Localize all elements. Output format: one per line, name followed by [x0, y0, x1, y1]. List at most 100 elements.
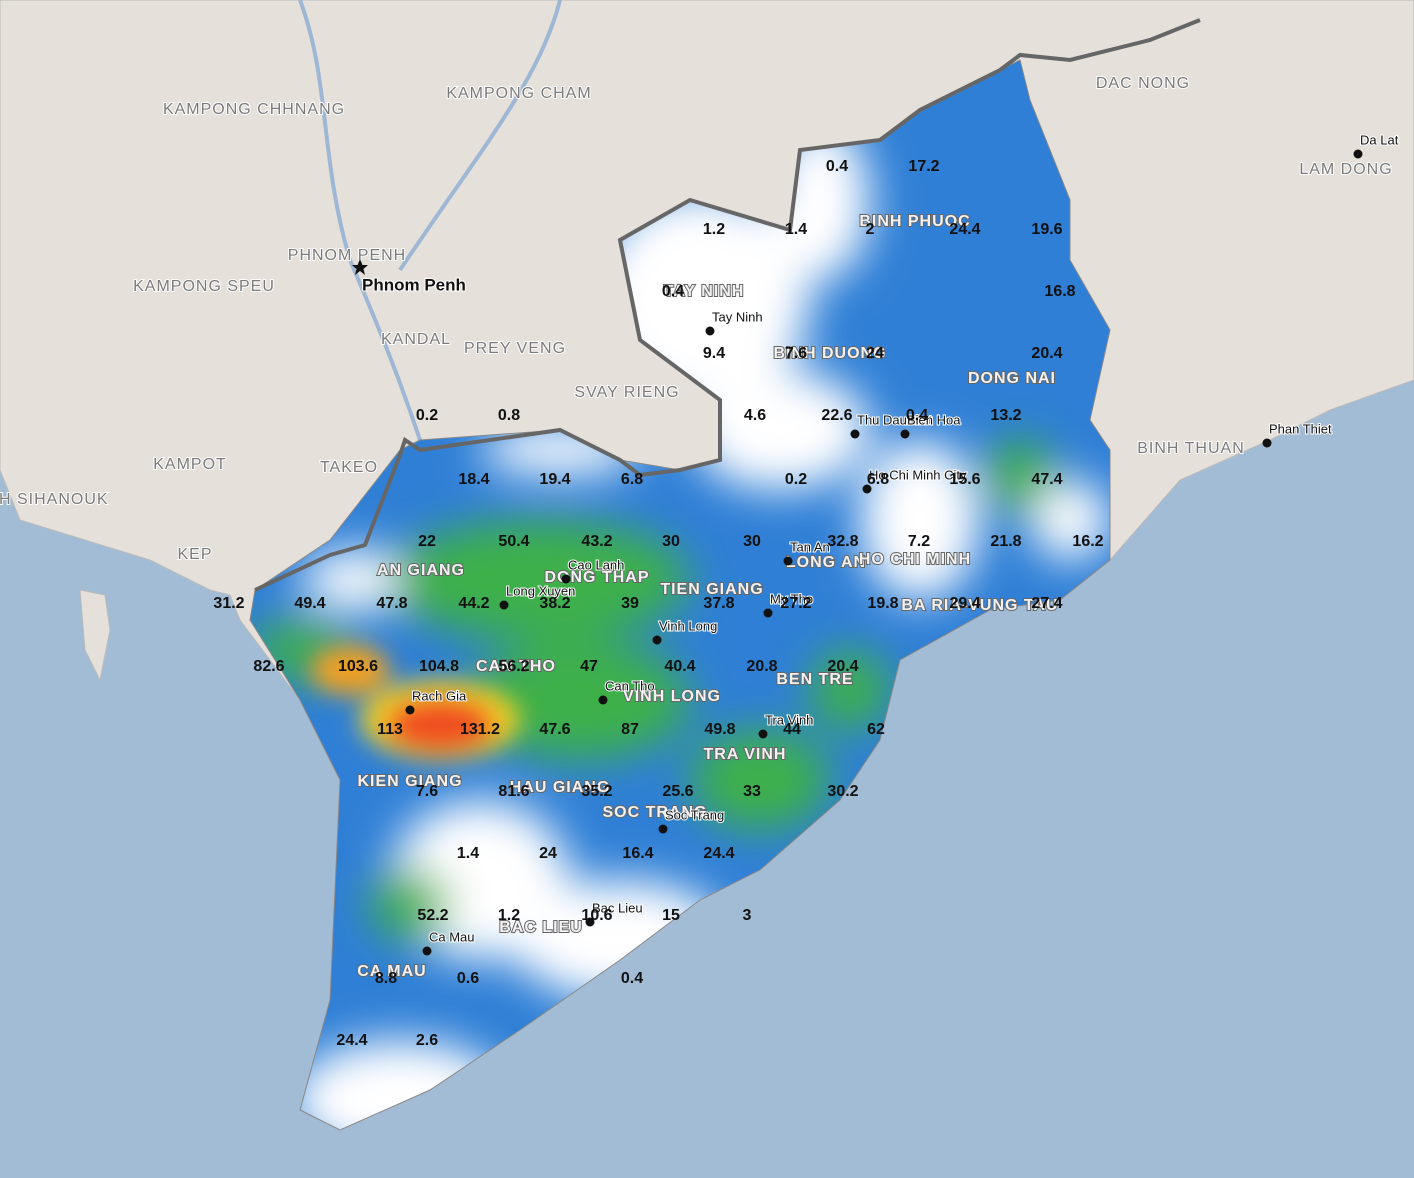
city-label: My Tho — [770, 591, 813, 606]
rainfall-value: 49.8 — [704, 721, 735, 738]
region-label: HAU GIANG — [510, 779, 611, 796]
city-label: Soc Trang — [665, 807, 724, 822]
rainfall-value: 52.2 — [417, 907, 448, 924]
region-label: KEP — [177, 546, 212, 563]
city-marker — [585, 917, 595, 927]
city-label: Tra Vinh — [765, 712, 813, 727]
rainfall-value: 6.8 — [621, 471, 643, 488]
city-marker — [499, 600, 509, 610]
city-marker — [652, 635, 662, 645]
rainfall-value: 24 — [539, 845, 557, 862]
city-marker — [763, 608, 773, 618]
rainfall-value: 30 — [743, 533, 761, 550]
rainfall-value: 19.4 — [539, 471, 570, 488]
rainfall-value: 7.6 — [785, 345, 807, 362]
rainfall-value: 0.6 — [457, 970, 479, 987]
rainfall-value: 17.2 — [908, 158, 939, 175]
city-label: Cao Lanh — [568, 557, 624, 572]
rainfall-value: 104.8 — [419, 658, 459, 675]
region-label: BA RIA-VUNG TAU — [901, 597, 1058, 614]
rainfall-value: 7.6 — [416, 783, 438, 800]
rainfall-value: 113 — [377, 721, 403, 738]
region-label: PHNOM PENH — [288, 247, 406, 264]
rainfall-value: 27.4 — [1031, 595, 1062, 612]
city-marker — [658, 824, 668, 834]
city-label: Long Xuyen — [506, 583, 575, 598]
city-label: Bien Hoa — [907, 412, 961, 427]
city-marker — [850, 429, 860, 439]
city-label: Tan An — [790, 539, 830, 554]
region-label: KANDAL — [381, 331, 451, 348]
rainfall-value: 13.2 — [990, 407, 1021, 424]
rainfall-value: 56.2 — [498, 658, 529, 675]
city-marker — [422, 946, 432, 956]
rainfall-value: 31.2 — [213, 595, 244, 612]
city-marker — [705, 326, 715, 336]
rainfall-value: 1.4 — [785, 221, 807, 238]
rainfall-value: 19.6 — [1031, 221, 1062, 238]
capital-marker — [352, 259, 368, 275]
rainfall-value: 27.2 — [780, 595, 811, 612]
rainfall-value: 16.8 — [1044, 283, 1075, 300]
river — [298, 0, 562, 441]
city-marker — [783, 556, 793, 566]
rainfall-value: 2.6 — [416, 1032, 438, 1049]
rainfall-value: 37.8 — [703, 595, 734, 612]
region-label: DAC NONG — [1096, 75, 1190, 92]
region-label: VINH LONG — [623, 688, 721, 705]
rainfall-value: 1.2 — [498, 907, 520, 924]
rainfall-value: 44.2 — [458, 595, 489, 612]
rainfall-value: 16.4 — [622, 845, 653, 862]
rainfall-value: 47.4 — [1031, 471, 1062, 488]
region-label: TRA VINH — [704, 746, 787, 763]
city-label: Phnom Penh — [362, 275, 466, 294]
rainfall-value: 81.6 — [498, 783, 529, 800]
region-label: CAN THO — [476, 658, 556, 675]
rainfall-value: 0.4 — [621, 970, 643, 987]
region-label: BINH DUONG — [773, 345, 886, 362]
rainfall-value: 8.8 — [375, 970, 397, 987]
rainfall-value: 22 — [418, 533, 436, 550]
rainfall-value: 20.4 — [827, 658, 858, 675]
city-label: Da Lat — [1360, 132, 1399, 147]
border — [254, 18, 1201, 592]
rainfall-value: 4.6 — [744, 407, 766, 424]
region-label: DONG NAI — [968, 370, 1056, 387]
rainfall-value: 0.4 — [826, 158, 848, 175]
rainfall-value: 15 — [662, 907, 680, 924]
rainfall-value: 21.8 — [990, 533, 1021, 550]
region-label: PREAH SIHANOUK — [0, 491, 109, 508]
rainfall-value: 62 — [867, 721, 885, 738]
rainfall-value: 47 — [580, 658, 598, 675]
rainfall-value: 20.4 — [1031, 345, 1062, 362]
rainfall-value: 35.2 — [581, 783, 612, 800]
island — [79, 589, 111, 682]
region-label: TIEN GIANG — [660, 581, 763, 598]
city-marker — [598, 695, 608, 705]
region-label: SOC TRANG — [603, 804, 708, 821]
rainfall-value: 1.2 — [703, 221, 725, 238]
rainfall-value: 30 — [662, 533, 680, 550]
rainfall-value: 22.6 — [821, 407, 852, 424]
region-label: BINH PHUOC — [859, 213, 970, 230]
rainfall-value: 0.4 — [662, 283, 684, 300]
rainfall-value: 87 — [621, 721, 639, 738]
region-label: KIEN GIANG — [357, 773, 462, 790]
city-label: Tay Ninh — [712, 309, 763, 324]
rainfall-value: 0.4 — [906, 407, 928, 424]
city-label: Rach Gia — [412, 688, 467, 703]
rainfall-value: 24.4 — [703, 845, 734, 862]
rainfall-value: 40.4 — [664, 658, 695, 675]
region-label: LONG AN — [786, 554, 866, 571]
rainfall-value: 1.4 — [457, 845, 479, 862]
city-marker — [561, 574, 571, 584]
rainfall-value: 2 — [866, 221, 875, 238]
rainfall-value: 49.4 — [294, 595, 325, 612]
rainfall-value: 47.6 — [539, 721, 570, 738]
rainfall-value: 47.8 — [376, 595, 407, 612]
region-label: DONG THAP — [545, 569, 650, 586]
rainfall-value: 6.8 — [867, 471, 889, 488]
city-label: Vinh Long — [659, 618, 717, 633]
rainfall-value: 38.2 — [539, 595, 570, 612]
